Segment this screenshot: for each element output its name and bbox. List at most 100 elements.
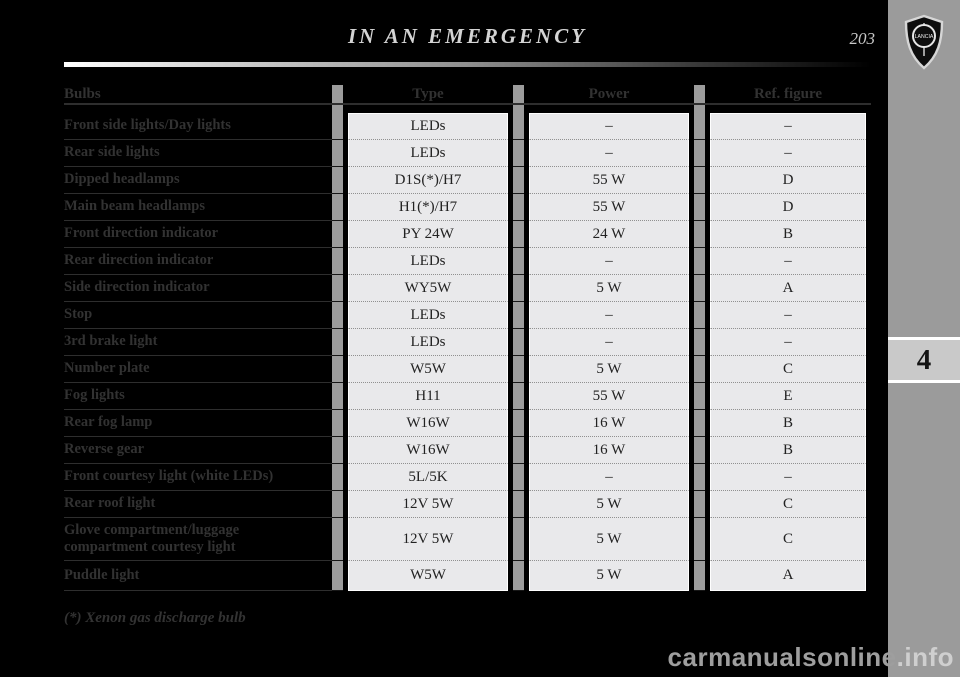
power-cell: 5 W <box>529 275 689 302</box>
column-bar <box>332 85 343 105</box>
type-cell: LEDs <box>348 140 508 167</box>
column-bar <box>694 491 705 518</box>
column-bar <box>332 491 343 518</box>
type-cell: W16W <box>348 410 508 437</box>
ref-figure-cell: B <box>710 437 866 464</box>
column-bar <box>694 140 705 167</box>
column-bar <box>332 518 343 561</box>
logo-text: LANCIA <box>915 34 934 40</box>
bulb-name: Rear direction indicator <box>64 248 332 275</box>
column-bar <box>332 194 343 221</box>
column-bar <box>513 491 524 518</box>
bulb-name: Glove compartment/luggage compartment co… <box>64 518 332 561</box>
column-bar <box>332 221 343 248</box>
power-cell: 16 W <box>529 410 689 437</box>
column-bar <box>513 113 524 140</box>
column-bar <box>694 561 705 591</box>
type-cell: H1(*)/H7 <box>348 194 508 221</box>
column-bar <box>513 167 524 194</box>
column-bar <box>513 140 524 167</box>
column-bar <box>332 275 343 302</box>
header-gap <box>705 105 871 113</box>
header-rule <box>64 62 871 67</box>
power-cell: 16 W <box>529 437 689 464</box>
lancia-logo: LANCIA <box>904 14 944 70</box>
column-bar <box>332 561 343 591</box>
power-cell: – <box>529 302 689 329</box>
power-cell: – <box>529 464 689 491</box>
bulb-name: Front side lights/Day lights <box>64 113 332 140</box>
column-bar <box>513 410 524 437</box>
column-bar <box>694 105 705 113</box>
type-cell: LEDs <box>348 329 508 356</box>
column-bar <box>694 85 705 105</box>
type-cell: D1S(*)/H7 <box>348 167 508 194</box>
ref-figure-cell: – <box>710 113 866 140</box>
column-bar <box>694 302 705 329</box>
type-cell: 12V 5W <box>348 518 508 561</box>
power-cell: 5 W <box>529 561 689 591</box>
type-cell: H11 <box>348 383 508 410</box>
ref-figure-cell: – <box>710 140 866 167</box>
type-cell: 12V 5W <box>348 491 508 518</box>
ref-figure-cell: D <box>710 167 866 194</box>
bulb-name: Number plate <box>64 356 332 383</box>
power-cell: – <box>529 113 689 140</box>
column-bar <box>513 248 524 275</box>
column-bar <box>513 329 524 356</box>
column-bar <box>513 518 524 561</box>
header-gap <box>64 105 332 113</box>
ref-figure-cell: B <box>710 410 866 437</box>
ref-figure-cell: C <box>710 356 866 383</box>
power-cell: 55 W <box>529 194 689 221</box>
bulb-name: Stop <box>64 302 332 329</box>
column-bar <box>513 437 524 464</box>
power-cell: – <box>529 329 689 356</box>
watermark-suffix: .info <box>896 642 954 672</box>
column-bar <box>694 329 705 356</box>
column-bar <box>332 113 343 140</box>
column-bar <box>694 383 705 410</box>
power-cell: – <box>529 140 689 167</box>
bulb-name: Puddle light <box>64 561 332 591</box>
column-bar <box>694 356 705 383</box>
column-bar <box>513 464 524 491</box>
type-cell: W16W <box>348 437 508 464</box>
ref-figure-cell: – <box>710 302 866 329</box>
column-bar <box>513 383 524 410</box>
column-bar <box>694 518 705 561</box>
column-bar <box>513 105 524 113</box>
type-cell: W5W <box>348 356 508 383</box>
column-bar <box>332 140 343 167</box>
power-cell: 24 W <box>529 221 689 248</box>
ref-figure-cell: – <box>710 248 866 275</box>
column-bar <box>513 356 524 383</box>
watermark: carmanualsonline.info <box>668 642 954 673</box>
ref-figure-cell: C <box>710 491 866 518</box>
bulb-name: Side direction indicator <box>64 275 332 302</box>
ref-figure-cell: A <box>710 561 866 591</box>
column-bar <box>513 194 524 221</box>
bulb-name: Dipped headlamps <box>64 167 332 194</box>
column-bar <box>513 85 524 105</box>
col-header-power: Power <box>524 85 694 105</box>
type-cell: LEDs <box>348 113 508 140</box>
column-bar <box>694 275 705 302</box>
power-cell: – <box>529 248 689 275</box>
header-gap <box>524 105 694 113</box>
ref-figure-cell: – <box>710 464 866 491</box>
ref-figure-cell: C <box>710 518 866 561</box>
col-header-type: Type <box>343 85 513 105</box>
bulb-name: Main beam headlamps <box>64 194 332 221</box>
type-cell: PY 24W <box>348 221 508 248</box>
type-cell: 5L/5K <box>348 464 508 491</box>
column-bar <box>332 105 343 113</box>
watermark-main: carmanualsonline <box>667 642 897 672</box>
bulb-name: Front courtesy light (white LEDs) <box>64 464 332 491</box>
column-bar <box>694 167 705 194</box>
column-bar <box>332 437 343 464</box>
type-cell: W5W <box>348 561 508 591</box>
column-bar <box>513 561 524 591</box>
column-bar <box>332 464 343 491</box>
